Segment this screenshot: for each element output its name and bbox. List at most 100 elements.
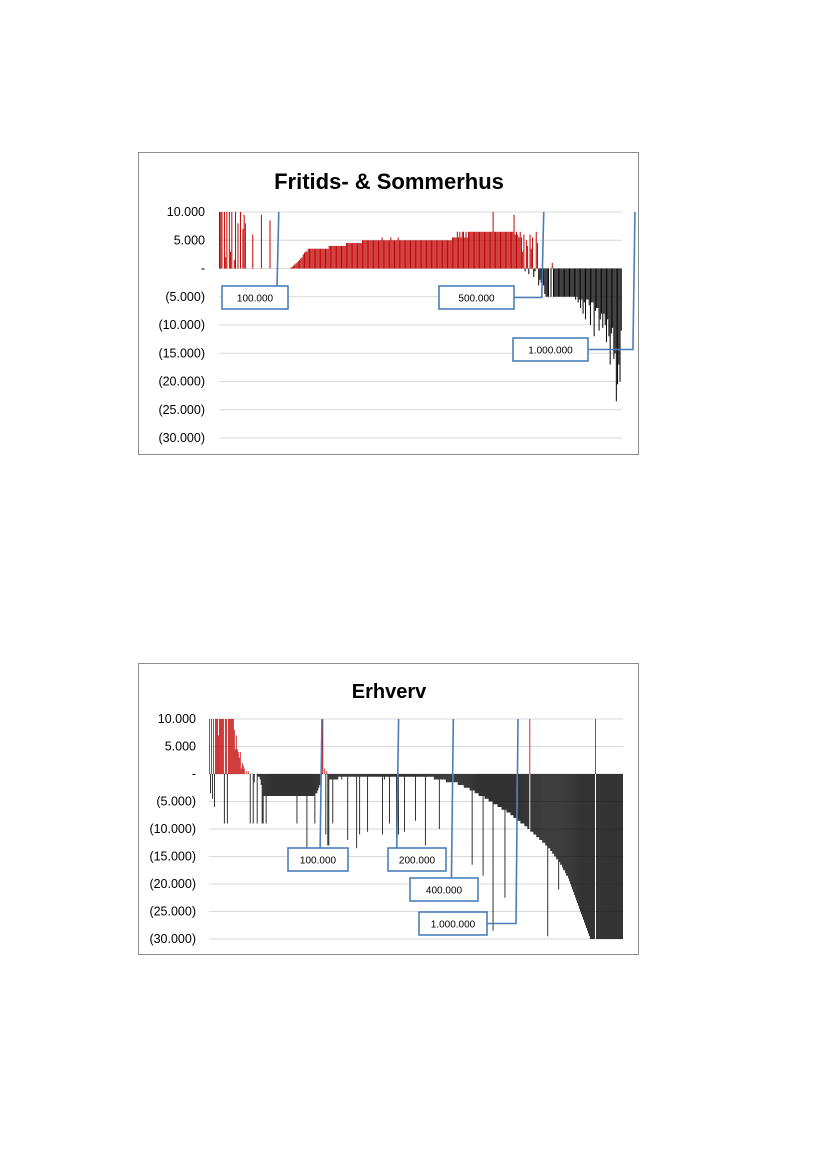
bar xyxy=(620,774,621,939)
bar xyxy=(395,240,397,269)
bar xyxy=(527,774,529,829)
bar xyxy=(397,237,399,269)
bar xyxy=(564,268,566,297)
bar xyxy=(386,240,388,269)
bar xyxy=(347,774,349,840)
bar xyxy=(573,268,575,297)
bar xyxy=(330,774,332,780)
bar xyxy=(586,774,587,928)
bar xyxy=(365,774,367,777)
bar xyxy=(281,774,283,796)
bar xyxy=(398,240,400,269)
bar xyxy=(419,240,421,269)
bar xyxy=(360,774,362,777)
bar xyxy=(277,774,279,796)
bar xyxy=(435,774,437,780)
bar xyxy=(392,774,393,777)
bar xyxy=(366,240,368,269)
bar xyxy=(458,774,460,785)
bar xyxy=(323,248,325,269)
bar xyxy=(558,774,560,890)
bar xyxy=(340,774,342,777)
bar xyxy=(312,248,314,269)
bar xyxy=(545,268,547,297)
bar xyxy=(480,231,482,269)
y-tick-label: (5.000) xyxy=(156,795,196,809)
bar xyxy=(347,243,349,269)
bar xyxy=(432,240,434,269)
callout-line xyxy=(275,211,288,299)
bar xyxy=(474,231,476,269)
bar xyxy=(463,774,465,788)
bar xyxy=(555,774,557,857)
bar xyxy=(503,774,505,810)
bar xyxy=(231,719,233,774)
bar xyxy=(464,774,466,788)
bar xyxy=(622,774,623,939)
bar xyxy=(445,240,447,269)
bar xyxy=(401,774,402,777)
bar xyxy=(244,223,246,269)
bar xyxy=(533,774,535,835)
bar xyxy=(604,774,605,939)
bar xyxy=(429,240,431,269)
bar xyxy=(616,774,617,939)
bar xyxy=(585,268,587,320)
bar xyxy=(485,231,487,269)
bar xyxy=(510,774,512,816)
bar xyxy=(212,719,214,774)
bar xyxy=(240,768,242,774)
bar xyxy=(448,240,450,269)
bar xyxy=(587,774,588,931)
bar xyxy=(496,774,498,805)
bar xyxy=(324,248,326,269)
bar xyxy=(223,774,225,824)
bar xyxy=(508,774,510,813)
bar xyxy=(352,243,354,269)
bar xyxy=(576,774,578,901)
bar xyxy=(269,220,271,269)
bar xyxy=(614,268,616,354)
bar xyxy=(539,774,541,840)
bar xyxy=(285,774,287,796)
bar xyxy=(390,774,391,777)
bar xyxy=(607,268,609,320)
bar xyxy=(409,774,410,777)
bar xyxy=(448,774,450,783)
bar xyxy=(268,774,270,796)
bar xyxy=(402,774,403,777)
bar xyxy=(363,240,365,269)
bar xyxy=(615,774,616,939)
bar xyxy=(603,774,604,939)
bar xyxy=(373,774,375,777)
bar xyxy=(460,237,462,269)
bar xyxy=(298,774,300,796)
bar xyxy=(498,774,500,807)
bar xyxy=(290,774,292,796)
bar xyxy=(378,774,379,777)
bar xyxy=(237,752,239,774)
bar xyxy=(509,231,511,269)
bar xyxy=(582,268,584,314)
bar xyxy=(305,774,307,796)
bar xyxy=(302,774,304,796)
bar xyxy=(309,774,311,796)
bar xyxy=(572,268,574,297)
bar xyxy=(481,231,483,269)
bar xyxy=(310,248,312,269)
y-tick-label: (30.000) xyxy=(149,932,196,946)
bar xyxy=(315,248,317,269)
bar xyxy=(319,774,321,785)
bar xyxy=(493,774,495,805)
bar xyxy=(465,231,467,269)
bar xyxy=(525,774,527,827)
bar xyxy=(427,774,429,777)
bar xyxy=(463,231,465,269)
bar xyxy=(438,774,440,829)
callout-line xyxy=(395,718,446,861)
bar xyxy=(618,774,619,939)
bar xyxy=(533,268,535,277)
bar xyxy=(235,212,237,269)
bar xyxy=(283,774,285,796)
bar xyxy=(418,774,420,777)
